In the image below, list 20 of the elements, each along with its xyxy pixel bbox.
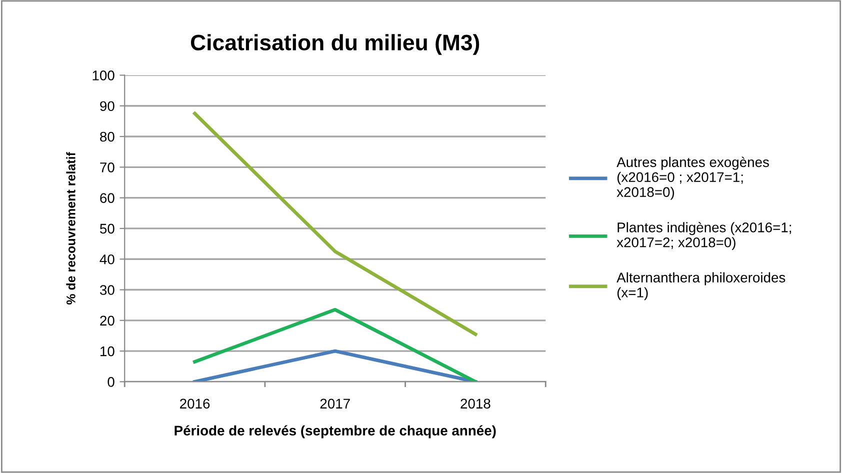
legend-label: Autres plantes exogènes (x2016=0 ; x2017=1; x2018=0) <box>616 156 769 200</box>
y-tick-label: 10 <box>100 346 114 356</box>
y-tick-label: 60 <box>100 193 114 203</box>
x-tick-label: 2016 <box>180 398 210 409</box>
y-tick-label: 100 <box>92 70 114 80</box>
x-axis-title: Période de relevés (septembre de chaque année) <box>174 425 496 438</box>
y-tick-label: 30 <box>100 285 114 295</box>
legend-label: Plantes indigènes (x2016=1; x2017=2; x2018=0) <box>616 222 791 250</box>
legend-label: Alternanthera philoxeroides (x=1) <box>616 272 786 300</box>
x-tick-label: 2017 <box>320 398 350 409</box>
y-tick-label: 20 <box>100 316 114 326</box>
y-tick-label: 80 <box>100 132 114 142</box>
y-axis-title: % de recouvrement relatif <box>66 152 76 305</box>
y-tick-label: 0 <box>108 377 114 387</box>
y-tick-label: 90 <box>100 101 114 112</box>
chart-title: Cicatrisation du milieu (M3) <box>190 34 480 55</box>
y-tick-label: 40 <box>100 254 114 264</box>
y-tick-label: 70 <box>100 162 114 172</box>
x-tick-label: 2018 <box>460 398 490 409</box>
y-tick-label: 50 <box>100 224 114 234</box>
